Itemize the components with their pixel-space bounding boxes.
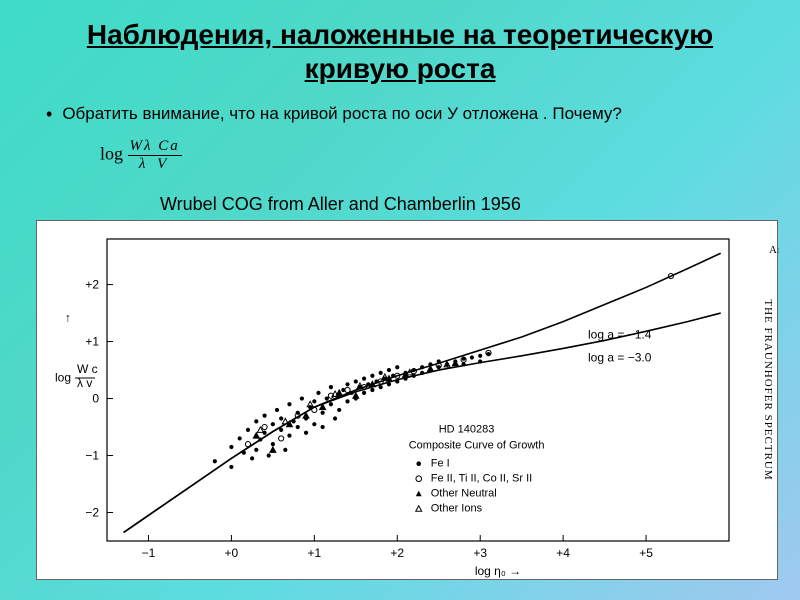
svg-text:+5: +5 — [639, 546, 653, 560]
svg-text:W c: W c — [77, 362, 98, 376]
svg-text:HD 140283: HD 140283 — [439, 424, 495, 436]
formula: log Wλ Cа λ V — [100, 138, 182, 173]
svg-text:+2: +2 — [390, 546, 404, 560]
svg-text:THE FRAUNHOFER SPECTRUM: THE FRAUNHOFER SPECTRUM — [762, 299, 774, 480]
formula-log: log — [100, 144, 123, 164]
svg-text:log η₀ →: log η₀ → — [475, 564, 521, 578]
growth-curve-chart: −1 +0 +1 +2 +3 +4 +5 −2 −1 0 +1 +2 log η₀ → ↑ log W cλ … — [36, 220, 778, 580]
page-title: Наблюдения, наложенные на теоретическую … — [0, 0, 800, 93]
svg-text:−1: −1 — [142, 546, 156, 560]
svg-text:log a = −1.4: log a = −1.4 — [588, 328, 652, 342]
svg-text:λ v: λ v — [77, 376, 92, 390]
svg-text:+1: +1 — [307, 546, 321, 560]
bullet-text: Обратить внимание, что на кривой роста п… — [62, 103, 622, 126]
svg-text:+4: +4 — [556, 546, 570, 560]
svg-text:+1: +1 — [85, 335, 99, 349]
formula-den: λ V — [128, 156, 182, 173]
bullet-marker: • — [46, 103, 52, 126]
svg-text:Composite Curve of Growth: Composite Curve of Growth — [409, 440, 545, 452]
svg-text:−1: −1 — [85, 449, 99, 463]
chart-caption: Wrubel COG from Aller and Chamberlin 195… — [160, 194, 521, 215]
svg-text:↑: ↑ — [65, 311, 71, 325]
svg-text:+3: +3 — [473, 546, 487, 560]
bullet-item: • Обратить внимание, что на кривой роста… — [0, 93, 800, 126]
svg-text:0: 0 — [92, 392, 99, 406]
svg-text:Other Ions: Other Ions — [431, 503, 483, 515]
svg-text:+0: +0 — [225, 546, 239, 560]
formula-num: Wλ Cа — [128, 138, 182, 156]
svg-text:+2: +2 — [85, 278, 99, 292]
svg-text:Fe II, Ti II, Co II, Sr II: Fe II, Ti II, Co II, Sr II — [431, 473, 532, 485]
svg-text:−2: −2 — [85, 506, 99, 520]
svg-text:Fe I: Fe I — [431, 458, 450, 470]
svg-text:Art. 8-9]: Art. 8-9] — [769, 244, 779, 256]
svg-text:log: log — [55, 370, 71, 384]
svg-text:Other Neutral: Other Neutral — [431, 488, 497, 500]
svg-text:log a = −3.0: log a = −3.0 — [588, 351, 652, 365]
